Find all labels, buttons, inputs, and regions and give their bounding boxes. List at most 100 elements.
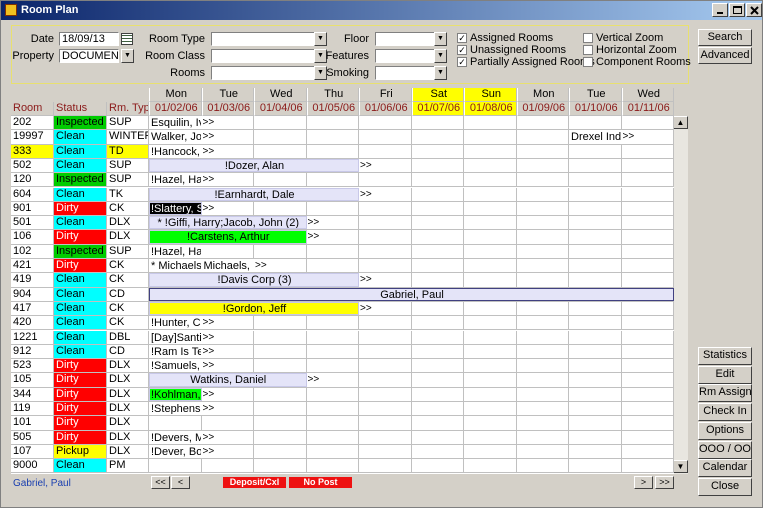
plan-cell[interactable] [569,416,622,431]
plan-cell[interactable] [464,216,517,231]
plan-cell[interactable] [411,216,464,231]
room-cell[interactable]: 119 [11,402,54,417]
reservation-bar[interactable]: * !Giffi, Harry;Jacob, John (2) [149,216,307,230]
plan-cell[interactable] [201,116,254,131]
plan-cell[interactable] [411,273,464,288]
plan-cell[interactable] [464,459,517,474]
plan-cell[interactable] [201,444,254,460]
plan-cell[interactable] [569,158,622,174]
status-cell[interactable]: Dirty [54,387,107,402]
plan-cell[interactable] [516,301,569,317]
plan-cell[interactable] [621,273,674,288]
plan-cell[interactable] [359,259,412,274]
room-cell[interactable]: 102 [11,244,54,259]
room-cell[interactable]: 344 [11,387,54,402]
action-button[interactable]: Rm Assign [698,384,752,403]
plan-cell[interactable] [149,459,202,474]
plan-cell[interactable] [359,459,412,474]
reservation-bar[interactable]: !Dever, Bob [149,444,202,459]
plan-cell[interactable] [516,430,569,445]
plan-cell[interactable] [306,402,359,417]
plan-cell[interactable] [464,116,517,131]
plan-cell[interactable] [411,116,464,131]
plan-cell[interactable] [516,144,569,159]
plan-cell[interactable] [306,259,359,274]
status-cell[interactable]: Clean [54,344,107,360]
room-type-cell[interactable]: CK [107,301,149,317]
plan-cell[interactable] [306,230,359,245]
plan-cell[interactable] [569,244,622,259]
plan-cell[interactable] [621,316,674,331]
plan-cell[interactable] [411,459,464,474]
room-cell[interactable]: 19997 [11,130,54,145]
plan-cell[interactable] [621,359,674,374]
reservation-bar[interactable]: !Samuels, Peter [149,359,202,373]
reservation-bar[interactable]: !Carstens, Arthur [149,230,307,244]
plan-cell[interactable] [411,402,464,417]
plan-cell[interactable] [254,430,307,445]
plan-cell[interactable] [411,187,464,202]
field-input[interactable]: 18/09/13 [59,32,119,46]
plan-cell[interactable] [464,259,517,274]
minimize-button[interactable] [712,3,728,17]
plan-cell[interactable] [621,402,674,417]
plan-cell[interactable] [306,416,359,431]
plan-cell[interactable] [359,273,412,288]
reservation-bar[interactable]: !Slattery, Sean [149,201,202,216]
plan-cell[interactable] [306,116,359,131]
plan-cell[interactable] [411,430,464,445]
plan-cell[interactable] [516,187,569,202]
room-cell[interactable]: 501 [11,216,54,231]
dropdown-button[interactable]: ▼ [314,32,327,46]
room-type-cell[interactable]: WINTER [107,130,149,145]
plan-cell[interactable] [516,344,569,360]
reservation-bar[interactable]: !Ram Is Testing [149,344,202,359]
room-cell[interactable]: 421 [11,259,54,274]
reservation-bar[interactable]: !Earnhardt, Dale [149,187,359,201]
room-cell[interactable]: 505 [11,430,54,445]
plan-cell[interactable] [569,430,622,445]
plan-cell[interactable] [569,330,622,345]
status-cell[interactable]: Clean [54,330,107,345]
checkbox-label[interactable]: Unassigned Rooms [470,44,566,56]
status-cell[interactable]: Clean [54,287,107,302]
dropdown-button[interactable]: ▼ [434,49,447,63]
plan-cell[interactable] [621,259,674,274]
plan-cell[interactable] [201,459,254,474]
plan-cell[interactable] [306,430,359,445]
status-cell[interactable]: Clean [54,158,107,174]
field-input[interactable]: DOCUMENT [59,49,119,63]
plan-cell[interactable] [569,459,622,474]
plan-cell[interactable] [516,173,569,188]
plan-cell[interactable] [306,444,359,460]
plan-cell[interactable] [306,316,359,331]
room-type-cell[interactable]: DLX [107,359,149,374]
plan-cell[interactable] [306,144,359,159]
reservation-bar[interactable]: !Davis Corp (3) [149,273,359,287]
plan-cell[interactable] [411,244,464,259]
plan-cell[interactable] [621,416,674,431]
plan-cell[interactable] [359,144,412,159]
action-button[interactable]: Edit [698,365,752,384]
plan-cell[interactable] [464,430,517,445]
plan-cell[interactable] [254,116,307,131]
plan-cell[interactable] [621,373,674,388]
status-cell[interactable]: Clean [54,301,107,317]
plan-cell[interactable] [306,216,359,231]
plan-cell[interactable] [411,344,464,360]
plan-cell[interactable] [464,359,517,374]
plan-cell[interactable] [621,173,674,188]
plan-cell[interactable] [359,330,412,345]
plan-cell[interactable] [569,187,622,202]
room-cell[interactable]: 1221 [11,330,54,345]
checkbox-label[interactable]: Component Rooms [596,56,691,68]
plan-cell[interactable] [516,130,569,145]
plan-cell[interactable] [359,158,412,174]
room-type-cell[interactable]: DLX [107,444,149,460]
action-button[interactable]: Options [698,421,752,440]
dropdown-button[interactable]: ▼ [314,49,327,63]
plan-cell[interactable] [516,373,569,388]
plan-cell[interactable] [621,130,674,145]
plan-cell[interactable] [359,444,412,460]
plan-cell[interactable] [621,244,674,259]
